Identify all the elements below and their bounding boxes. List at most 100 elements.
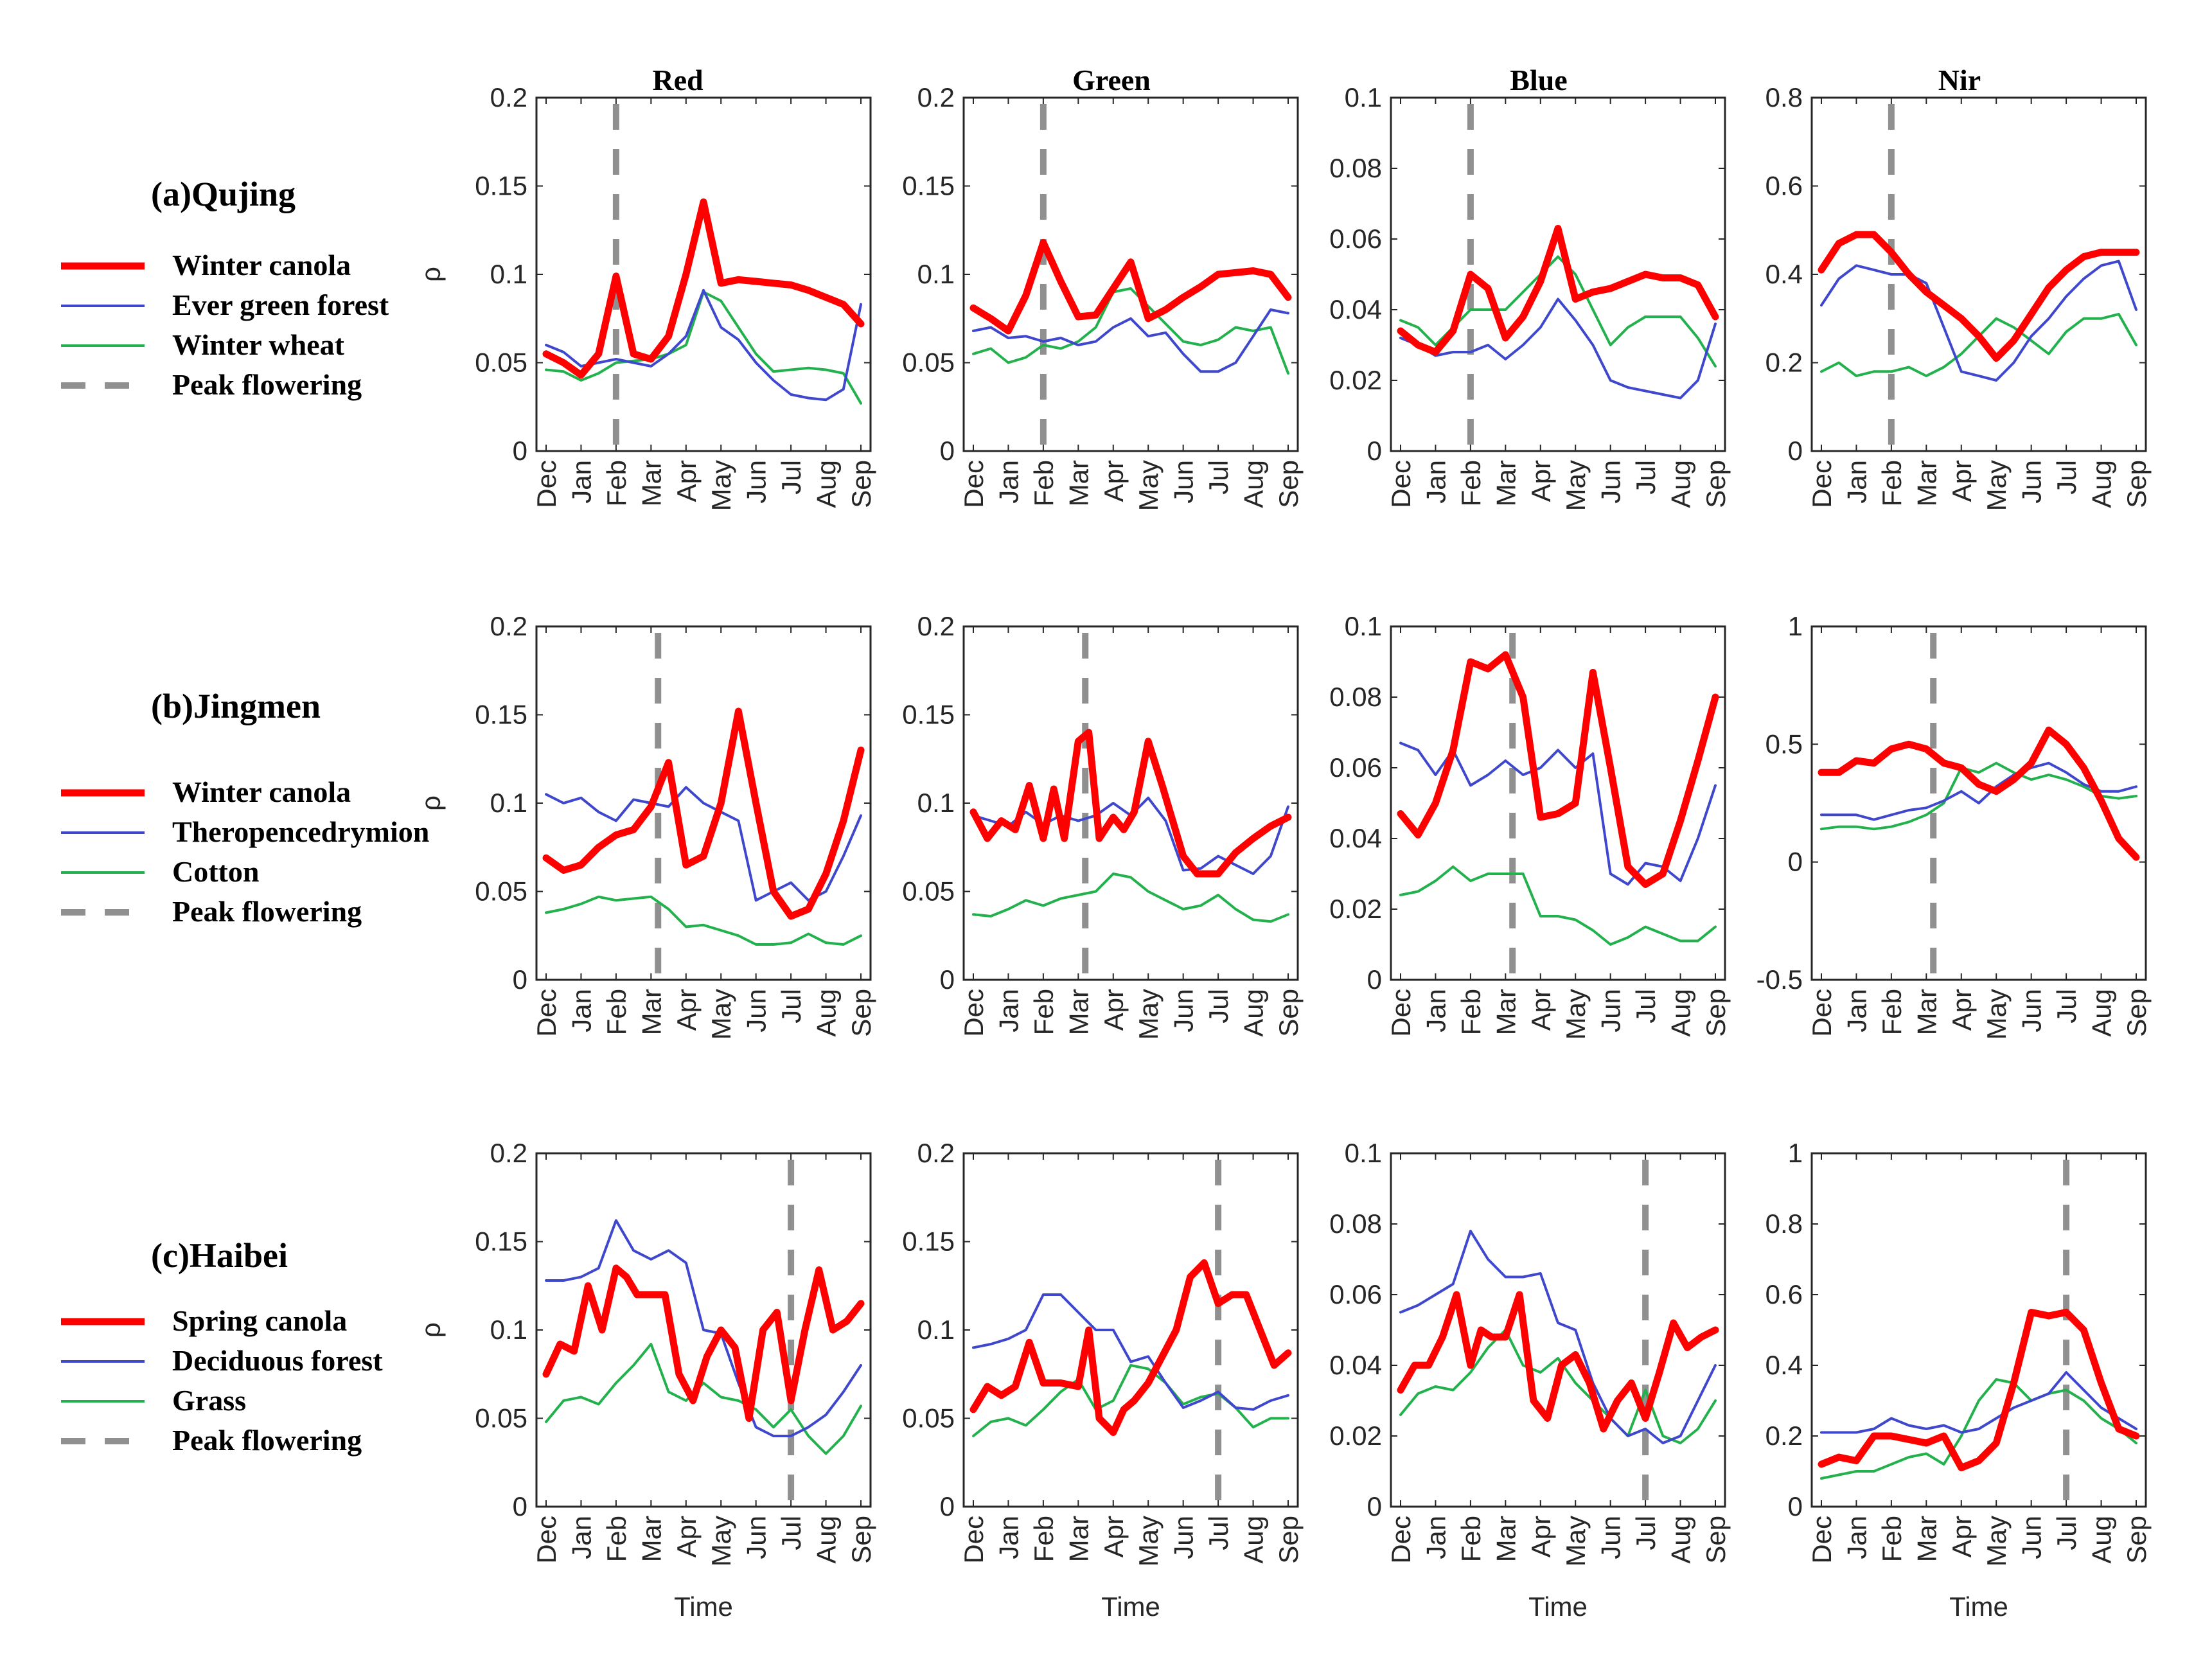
y-tick-label: 1 xyxy=(1788,1138,1803,1168)
x-tick-label: Jun xyxy=(2017,460,2047,504)
x-tick-label: Jan xyxy=(993,460,1023,504)
x-tick-label: Mar xyxy=(1063,460,1093,506)
legend: Winter canola Ever green forest Winter whe… xyxy=(61,249,389,401)
x-tick-label: Dec xyxy=(1807,460,1837,508)
series-line-theropencedrymion xyxy=(545,786,862,902)
y-tick-label: 0.2 xyxy=(490,1138,527,1168)
x-tick-label: Dec xyxy=(531,460,562,508)
y-tick-label: 0.02 xyxy=(1329,894,1382,924)
x-tick-label: Apr xyxy=(1099,989,1129,1031)
legend-label: Deciduous forest xyxy=(172,1344,383,1377)
x-tick-label: Jun xyxy=(1169,1516,1199,1559)
series-line-winter-wheat xyxy=(972,287,1289,375)
y-tick-label: 0.15 xyxy=(902,1227,955,1257)
legend: Spring canola Deciduous forest Grass Peak f… xyxy=(61,1304,383,1457)
x-tick-label: Jan xyxy=(993,989,1023,1032)
x-tick-label: Mar xyxy=(636,1516,666,1562)
x-tick-label: Apr xyxy=(1526,1516,1556,1557)
y-tick-label: 0.06 xyxy=(1329,1279,1382,1309)
x-tick-label: Dec xyxy=(1807,1516,1837,1564)
x-tick-label: Sep xyxy=(1273,1516,1304,1564)
y-tick-label: 0.1 xyxy=(917,788,955,818)
x-tick-label: Feb xyxy=(1029,989,1059,1035)
y-tick-label: 0.05 xyxy=(475,876,527,907)
x-tick-label: Feb xyxy=(1456,989,1486,1035)
y-tick-label: 0.08 xyxy=(1329,1209,1382,1239)
y-tick-label: 0 xyxy=(513,436,527,466)
x-tick-label: Dec xyxy=(1807,989,1837,1037)
y-tick-label: 0.6 xyxy=(1765,1279,1803,1309)
x-tick-label: Apr xyxy=(1947,460,1977,502)
y-tick-label: 0.15 xyxy=(475,700,527,730)
y-tick-label: 0 xyxy=(1367,436,1382,466)
x-tick-label: Jul xyxy=(776,1516,806,1550)
x-tick-label: Aug xyxy=(811,1516,842,1564)
x-tick-label: Mar xyxy=(636,989,666,1035)
series-line-deciduous-forest xyxy=(972,1293,1289,1411)
x-tick-label: Feb xyxy=(1029,460,1059,506)
x-tick-label: May xyxy=(706,989,736,1040)
x-tick-label: Sep xyxy=(846,460,876,508)
x-tick-label: Aug xyxy=(2087,1516,2117,1564)
series-line-ever-green-forest xyxy=(972,308,1289,373)
y-tick-label: 0.1 xyxy=(1345,611,1382,641)
x-tick-label: Mar xyxy=(1491,460,1521,506)
x-tick-label: Apr xyxy=(1947,989,1977,1031)
x-tick-label: Feb xyxy=(1877,989,1907,1035)
x-tick-label: Dec xyxy=(959,1516,989,1564)
y-tick-label: 0.02 xyxy=(1329,1421,1382,1451)
x-tick-label: May xyxy=(1981,1516,2012,1566)
x-axis-label: Time xyxy=(1101,1591,1160,1622)
y-tick-label: 0.1 xyxy=(490,1315,527,1345)
x-tick-label: Jan xyxy=(1841,1516,1871,1559)
y-tick-label: 0.05 xyxy=(902,876,955,907)
x-tick-label: Aug xyxy=(2087,460,2117,508)
y-tick-label: 0 xyxy=(940,964,955,995)
column-title-red: Red xyxy=(652,64,703,96)
series-line-cotton xyxy=(972,873,1289,923)
legend-label: Grass xyxy=(172,1384,246,1417)
y-tick-label: 0.2 xyxy=(917,611,955,641)
series-line-winter-canola xyxy=(1397,225,1719,356)
y-tick-label: 0 xyxy=(513,1491,527,1521)
x-tick-label: May xyxy=(1133,1516,1164,1566)
x-tick-label: Sep xyxy=(1701,460,1731,508)
x-tick-label: May xyxy=(706,460,736,511)
x-tick-label: Dec xyxy=(959,989,989,1037)
x-tick-label: Jun xyxy=(1169,460,1199,504)
x-tick-label: Apr xyxy=(1526,989,1556,1031)
x-tick-label: Apr xyxy=(671,1516,702,1557)
x-tick-label: Aug xyxy=(1666,1516,1696,1564)
x-tick-label: Apr xyxy=(671,989,702,1031)
series-line-winter-canola xyxy=(542,198,865,379)
y-tick-label: 0 xyxy=(1367,964,1382,995)
x-tick-label: Aug xyxy=(2087,989,2117,1037)
panel-c-green: 0 0.05 0.1 0.15 0.2 Dec Jan Feb Mar Apr May Jun Jul A… xyxy=(902,1138,1304,1622)
x-tick-label: Apr xyxy=(671,460,702,502)
y-tick-label: 0.2 xyxy=(490,611,527,641)
legend-label: Winter wheat xyxy=(172,328,345,361)
y-axis-label: ρ xyxy=(416,267,446,282)
y-tick-label: 0.2 xyxy=(1765,1421,1803,1451)
x-axis-label: Time xyxy=(1528,1591,1588,1622)
x-tick-label: Mar xyxy=(1491,1516,1521,1562)
y-tick-label: 0 xyxy=(940,436,955,466)
y-tick-label: 0.02 xyxy=(1329,365,1382,395)
x-axis-label: Time xyxy=(1949,1591,2008,1622)
y-tick-label: 0.04 xyxy=(1329,294,1382,324)
x-tick-label: Aug xyxy=(811,460,842,508)
x-tick-label: Feb xyxy=(1456,1516,1486,1562)
series-line-ever-green-forest xyxy=(1820,260,2137,382)
x-tick-label: Mar xyxy=(636,460,666,506)
x-tick-label: Feb xyxy=(1877,460,1907,506)
x-tick-label: Jan xyxy=(1841,460,1871,504)
y-tick-label: 0 xyxy=(940,1491,955,1521)
legend-label: Cotton xyxy=(172,855,259,888)
y-tick-label: 0.2 xyxy=(917,1138,955,1168)
y-tick-label: 0.06 xyxy=(1329,224,1382,254)
x-tick-label: Jan xyxy=(1841,989,1871,1032)
series-line-deciduous-forest xyxy=(1820,1371,2137,1434)
